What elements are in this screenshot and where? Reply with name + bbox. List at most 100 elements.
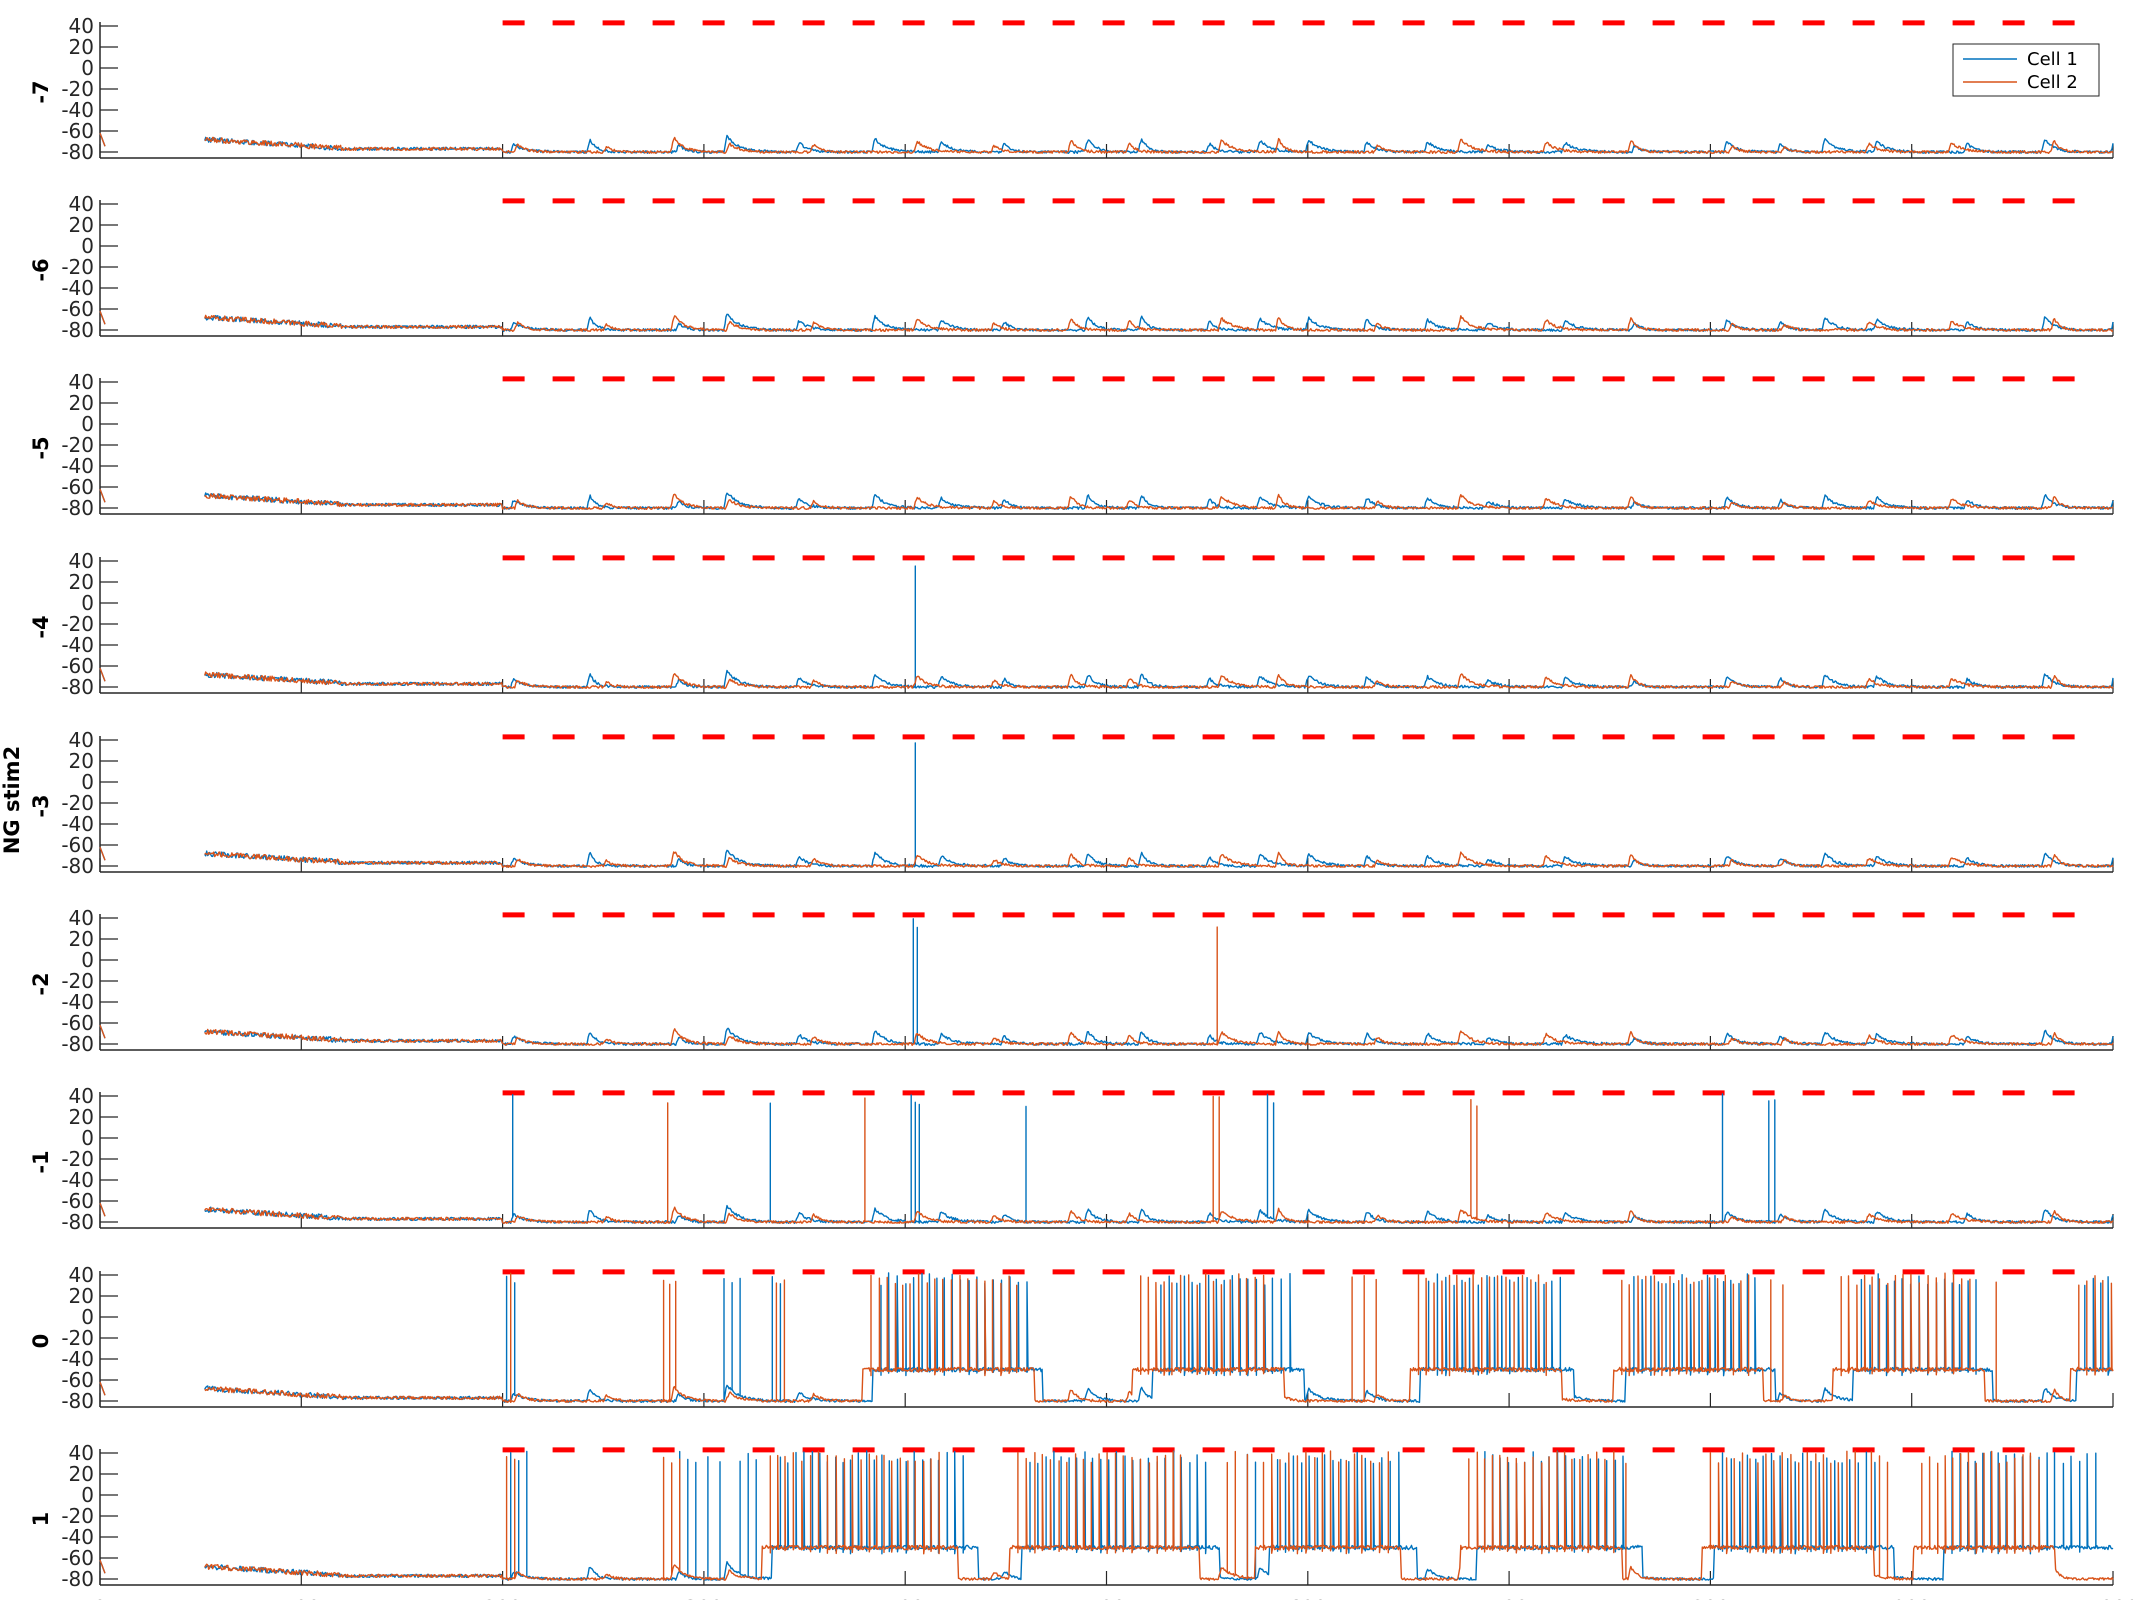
y-tick-label: -80 — [61, 1032, 94, 1056]
y-tick-label: 0 — [81, 1126, 94, 1150]
y-tick-label: -80 — [61, 140, 94, 164]
y-tick-label: 40 — [69, 1441, 94, 1465]
y-tick-label: -80 — [61, 318, 94, 342]
cell1-trace — [99, 918, 2114, 1046]
y-tick-label: -60 — [61, 1011, 94, 1035]
x-tick-label: 900 — [1893, 1596, 1931, 1600]
cell2-trace — [99, 488, 2114, 510]
x-tick-label: 500 — [1087, 1596, 1125, 1600]
y-tick-label: 20 — [69, 927, 94, 951]
y-tick-label: -20 — [61, 77, 94, 101]
legend-entry: Cell 1 — [2027, 49, 2078, 70]
figure-y-label: NG stim2 — [0, 746, 24, 854]
y-tick-label: 40 — [69, 14, 94, 38]
x-tick-label: 300 — [685, 1596, 723, 1600]
x-tick-label: 0 — [94, 1596, 107, 1600]
y-tick-label: -60 — [61, 654, 94, 678]
y-tick-label: -20 — [61, 1147, 94, 1171]
y-tick-label: -80 — [61, 1567, 94, 1591]
y-tick-label: -40 — [61, 1347, 94, 1371]
y-tick-label: 0 — [81, 770, 94, 794]
cell2-trace — [99, 1272, 2114, 1403]
y-tick-label: 20 — [69, 1105, 94, 1129]
y-tick-label: 40 — [69, 1084, 94, 1108]
y-tick-label: -40 — [61, 812, 94, 836]
x-tick-label: 100 — [282, 1596, 320, 1600]
y-tick-label: -80 — [61, 496, 94, 520]
x-tick-label: 700 — [1490, 1596, 1528, 1600]
y-tick-label: -60 — [61, 475, 94, 499]
y-tick-label: 0 — [81, 412, 94, 436]
cell2-trace — [99, 310, 2113, 332]
x-tick-label: 200 — [484, 1596, 522, 1600]
y-tick-label: -80 — [61, 854, 94, 878]
subplot-stack: 40200-20-40-60-80-740200-20-40-60-80-640… — [29, 14, 2133, 1600]
legend-entry: Cell 2 — [2027, 72, 2078, 93]
y-tick-label: 0 — [81, 1305, 94, 1329]
cell2-trace — [99, 846, 2114, 868]
y-tick-label: 20 — [69, 391, 94, 415]
y-tick-label: -20 — [61, 969, 94, 993]
y-tick-label: -20 — [61, 255, 94, 279]
y-tick-label: -20 — [61, 433, 94, 457]
row-label: 1 — [29, 1512, 53, 1527]
y-tick-label: -20 — [61, 791, 94, 815]
y-tick-label: -40 — [61, 98, 94, 122]
row-label: -1 — [29, 1150, 53, 1173]
cell2-trace — [99, 1095, 2114, 1224]
cell2-trace — [99, 667, 2114, 689]
y-tick-label: 40 — [69, 728, 94, 752]
y-tick-label: 20 — [69, 749, 94, 773]
y-tick-label: 0 — [81, 56, 94, 80]
cell2-trace — [99, 926, 2114, 1046]
y-tick-label: 0 — [81, 948, 94, 972]
cell1-trace — [99, 742, 2114, 868]
y-tick-label: 40 — [69, 549, 94, 573]
y-tick-label: 40 — [69, 192, 94, 216]
y-tick-label: 20 — [69, 1462, 94, 1486]
x-tick-label: 800 — [1691, 1596, 1729, 1600]
y-tick-label: 40 — [69, 906, 94, 930]
y-tick-label: -40 — [61, 990, 94, 1014]
y-tick-label: -40 — [61, 1168, 94, 1192]
y-tick-label: 20 — [69, 213, 94, 237]
cell1-trace — [99, 1093, 2114, 1224]
y-tick-label: 20 — [69, 1284, 94, 1308]
y-tick-label: -20 — [61, 1504, 94, 1528]
y-tick-label: 0 — [81, 234, 94, 258]
row-label: -4 — [29, 615, 53, 638]
y-tick-label: -40 — [61, 454, 94, 478]
row-label: -7 — [29, 80, 53, 103]
y-tick-label: 40 — [69, 370, 94, 394]
y-tick-label: 20 — [69, 570, 94, 594]
y-tick-label: 40 — [69, 1263, 94, 1287]
x-tick-label: 1000 — [2088, 1596, 2133, 1600]
row-label: -6 — [29, 258, 53, 281]
y-tick-label: -40 — [61, 276, 94, 300]
y-tick-label: -60 — [61, 119, 94, 143]
y-tick-label: -60 — [61, 1368, 94, 1392]
y-tick-label: 20 — [69, 35, 94, 59]
y-tick-label: -60 — [61, 833, 94, 857]
y-tick-label: -40 — [61, 633, 94, 657]
cell2-trace — [99, 132, 2114, 154]
cell2-trace — [99, 1450, 2114, 1581]
y-tick-label: 0 — [81, 1483, 94, 1507]
row-label: 0 — [29, 1334, 53, 1349]
y-tick-label: 0 — [81, 591, 94, 615]
y-tick-label: -60 — [61, 1546, 94, 1570]
y-tick-label: -80 — [61, 675, 94, 699]
y-tick-label: -80 — [61, 1389, 94, 1413]
legend-box — [1952, 43, 2100, 97]
